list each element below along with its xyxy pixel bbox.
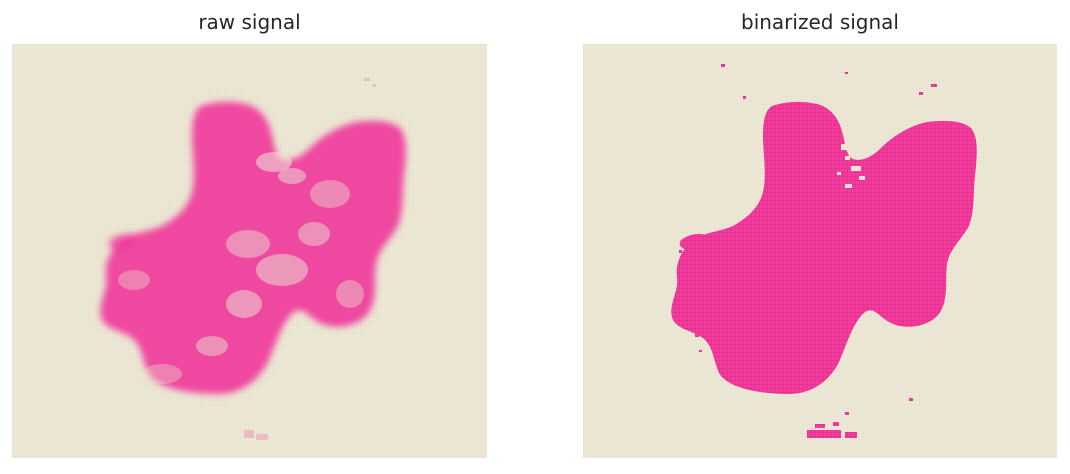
raw-speck: [364, 78, 370, 81]
binarized-hole: [851, 166, 861, 171]
binarized-main-region: [671, 101, 977, 395]
raw-main-region: [100, 101, 406, 395]
binarized-speck: [845, 432, 857, 438]
binarized-speck: [679, 250, 682, 253]
raw-speck: [372, 84, 376, 87]
binarized-hole: [853, 154, 857, 157]
binarized-speck: [845, 72, 848, 74]
binarized-signal-image: [583, 44, 1057, 458]
raw-faint-patch: [142, 364, 182, 384]
binarized-hole: [837, 172, 841, 175]
raw-faint-patch: [226, 230, 270, 258]
raw-signal-blob: [100, 101, 406, 395]
binarized-speck: [743, 96, 746, 99]
raw-signal-image: [12, 44, 487, 458]
raw-faint-patch: [256, 254, 308, 286]
raw-faint-patch: [310, 180, 350, 208]
binarized-speck: [919, 92, 923, 95]
raw-signal-panel: [12, 44, 487, 458]
raw-speck: [256, 434, 268, 440]
binarized-speck: [909, 398, 913, 401]
binarized-speck: [685, 316, 688, 319]
binarized-hole: [845, 156, 850, 160]
binarized-speck: [815, 424, 825, 428]
binarized-speck: [699, 350, 702, 352]
raw-arm-region: [108, 233, 137, 250]
raw-faint-patch: [278, 168, 306, 184]
binarized-speck: [845, 412, 849, 415]
raw-signal-title: raw signal: [198, 10, 301, 34]
raw-faint-patch: [118, 270, 150, 290]
binarized-speck: [833, 422, 839, 426]
binarized-signal-panel: [583, 44, 1057, 458]
binarized-speck: [931, 84, 937, 87]
binarized-speck: [695, 334, 699, 337]
raw-faint-patch: [298, 222, 330, 246]
raw-faint-patch: [336, 280, 364, 308]
binarized-hole: [859, 176, 865, 180]
raw-faint-patch: [196, 336, 228, 356]
raw-faint-patch: [226, 290, 262, 318]
binarized-speck: [807, 430, 841, 438]
binarized-signal-blob: [671, 64, 977, 438]
binarized-speck: [721, 64, 725, 67]
raw-faint-patch: [256, 152, 292, 172]
binarized-arm-region: [679, 233, 708, 250]
binarized-signal-title: binarized signal: [741, 10, 899, 34]
raw-signal-holes: [118, 78, 376, 440]
raw-speck: [244, 430, 254, 438]
binarized-hole: [841, 144, 849, 150]
binarized-hole: [845, 184, 852, 188]
